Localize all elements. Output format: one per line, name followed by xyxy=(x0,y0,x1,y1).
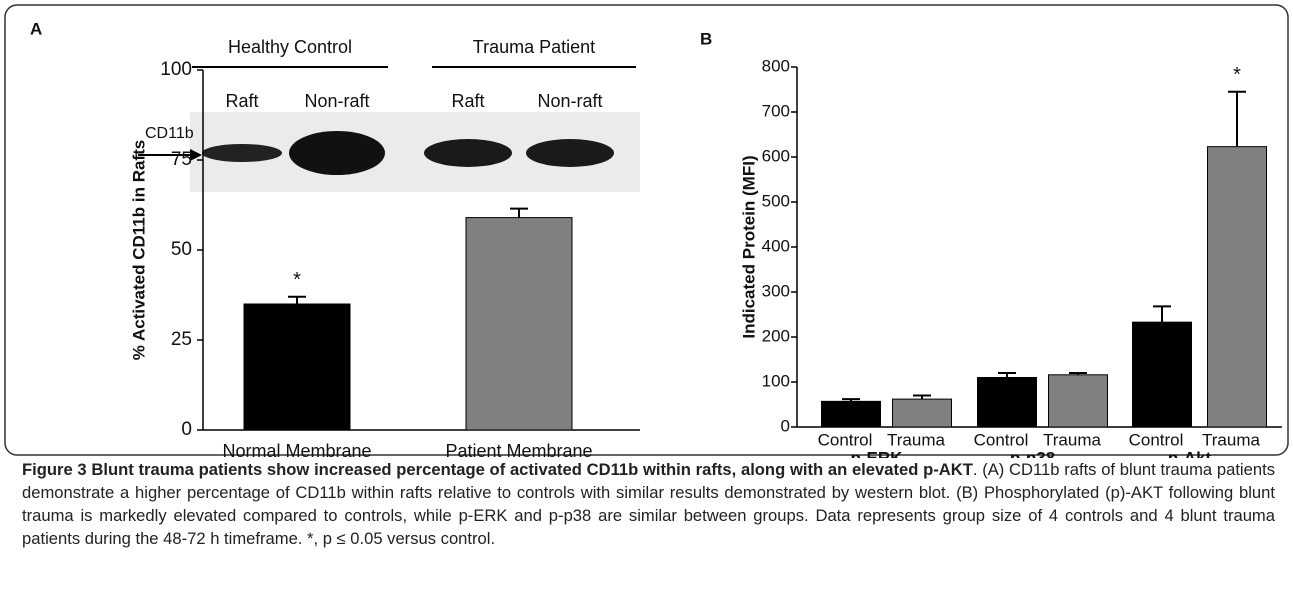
y-tick-label: 800 xyxy=(762,56,790,75)
y-tick-label: 0 xyxy=(181,419,192,440)
caption-title: Figure 3 Blunt trauma patients show incr… xyxy=(22,460,973,479)
frame xyxy=(4,4,1289,456)
series-label: Trauma xyxy=(1043,430,1101,449)
y-tick-label: 0 xyxy=(781,416,790,435)
caption: Figure 3 Blunt trauma patients show incr… xyxy=(22,458,1275,550)
marker-label: CD11b xyxy=(145,125,194,142)
bar xyxy=(1132,321,1192,428)
error-bar xyxy=(1069,372,1087,375)
x-tick-label: p-Akt xyxy=(1168,448,1212,458)
significance: * xyxy=(1233,64,1241,86)
band xyxy=(289,131,385,175)
x-tick-label: p-ERK xyxy=(851,448,904,458)
error-bar xyxy=(1228,90,1246,147)
x-tick-label: Normal Membrane xyxy=(222,441,371,458)
lane-label: Raft xyxy=(451,91,484,111)
y-tick-label: 600 xyxy=(762,146,790,165)
series-label: Trauma xyxy=(1202,430,1260,449)
group-label: Trauma Patient xyxy=(473,37,595,57)
y-label: Indicated Protein (MFI) xyxy=(739,155,758,338)
panel-label: B xyxy=(700,29,712,48)
figure: A B % Activated CD11b in Rafts Indicated… xyxy=(4,4,1289,458)
y-tick-label: 300 xyxy=(762,281,790,300)
panel-label: A xyxy=(30,19,42,38)
y-tick-label: 200 xyxy=(762,326,790,345)
lane-label: Non-raft xyxy=(537,91,602,111)
band xyxy=(202,144,282,162)
series-label: Control xyxy=(1129,430,1184,449)
y-tick-label: 700 xyxy=(762,101,790,120)
bar xyxy=(1207,146,1267,428)
y-tick-label: 75 xyxy=(171,149,192,170)
error-bar xyxy=(998,372,1016,378)
arrow-head xyxy=(190,149,202,161)
y-tick-label: 100 xyxy=(160,59,192,80)
bar xyxy=(821,400,881,428)
caption-text: . (A) CD11b rafts of blunt trauma patien… xyxy=(22,460,1275,548)
lane-label: Non-raft xyxy=(304,91,369,111)
y-tick-label: 25 xyxy=(171,329,192,350)
significance: * xyxy=(293,269,301,291)
x-tick-label: Patient Membrane xyxy=(445,441,592,458)
y-tick-label: 500 xyxy=(762,191,790,210)
y-tick-label: 50 xyxy=(171,239,192,260)
y-tick-label: 100 xyxy=(762,371,790,390)
error-bar xyxy=(842,398,860,402)
x-tick-label: p-p38 xyxy=(1010,448,1055,458)
band xyxy=(424,139,512,167)
error-bar xyxy=(913,394,931,400)
series-label: Control xyxy=(818,430,873,449)
bar xyxy=(465,217,573,431)
series-label: Trauma xyxy=(887,430,945,449)
y-tick-label: 400 xyxy=(762,236,790,255)
bar xyxy=(243,303,351,431)
bar xyxy=(977,377,1037,428)
lane-label: Raft xyxy=(225,91,258,111)
series-label: Control xyxy=(974,430,1029,449)
group-label: Healthy Control xyxy=(228,37,352,57)
error-bar xyxy=(510,207,528,218)
error-bar xyxy=(288,295,306,304)
error-bar xyxy=(1153,305,1171,323)
band xyxy=(526,139,614,167)
bar xyxy=(1048,374,1108,428)
bar xyxy=(892,398,952,428)
y-label: % Activated CD11b in Rafts xyxy=(129,140,148,360)
